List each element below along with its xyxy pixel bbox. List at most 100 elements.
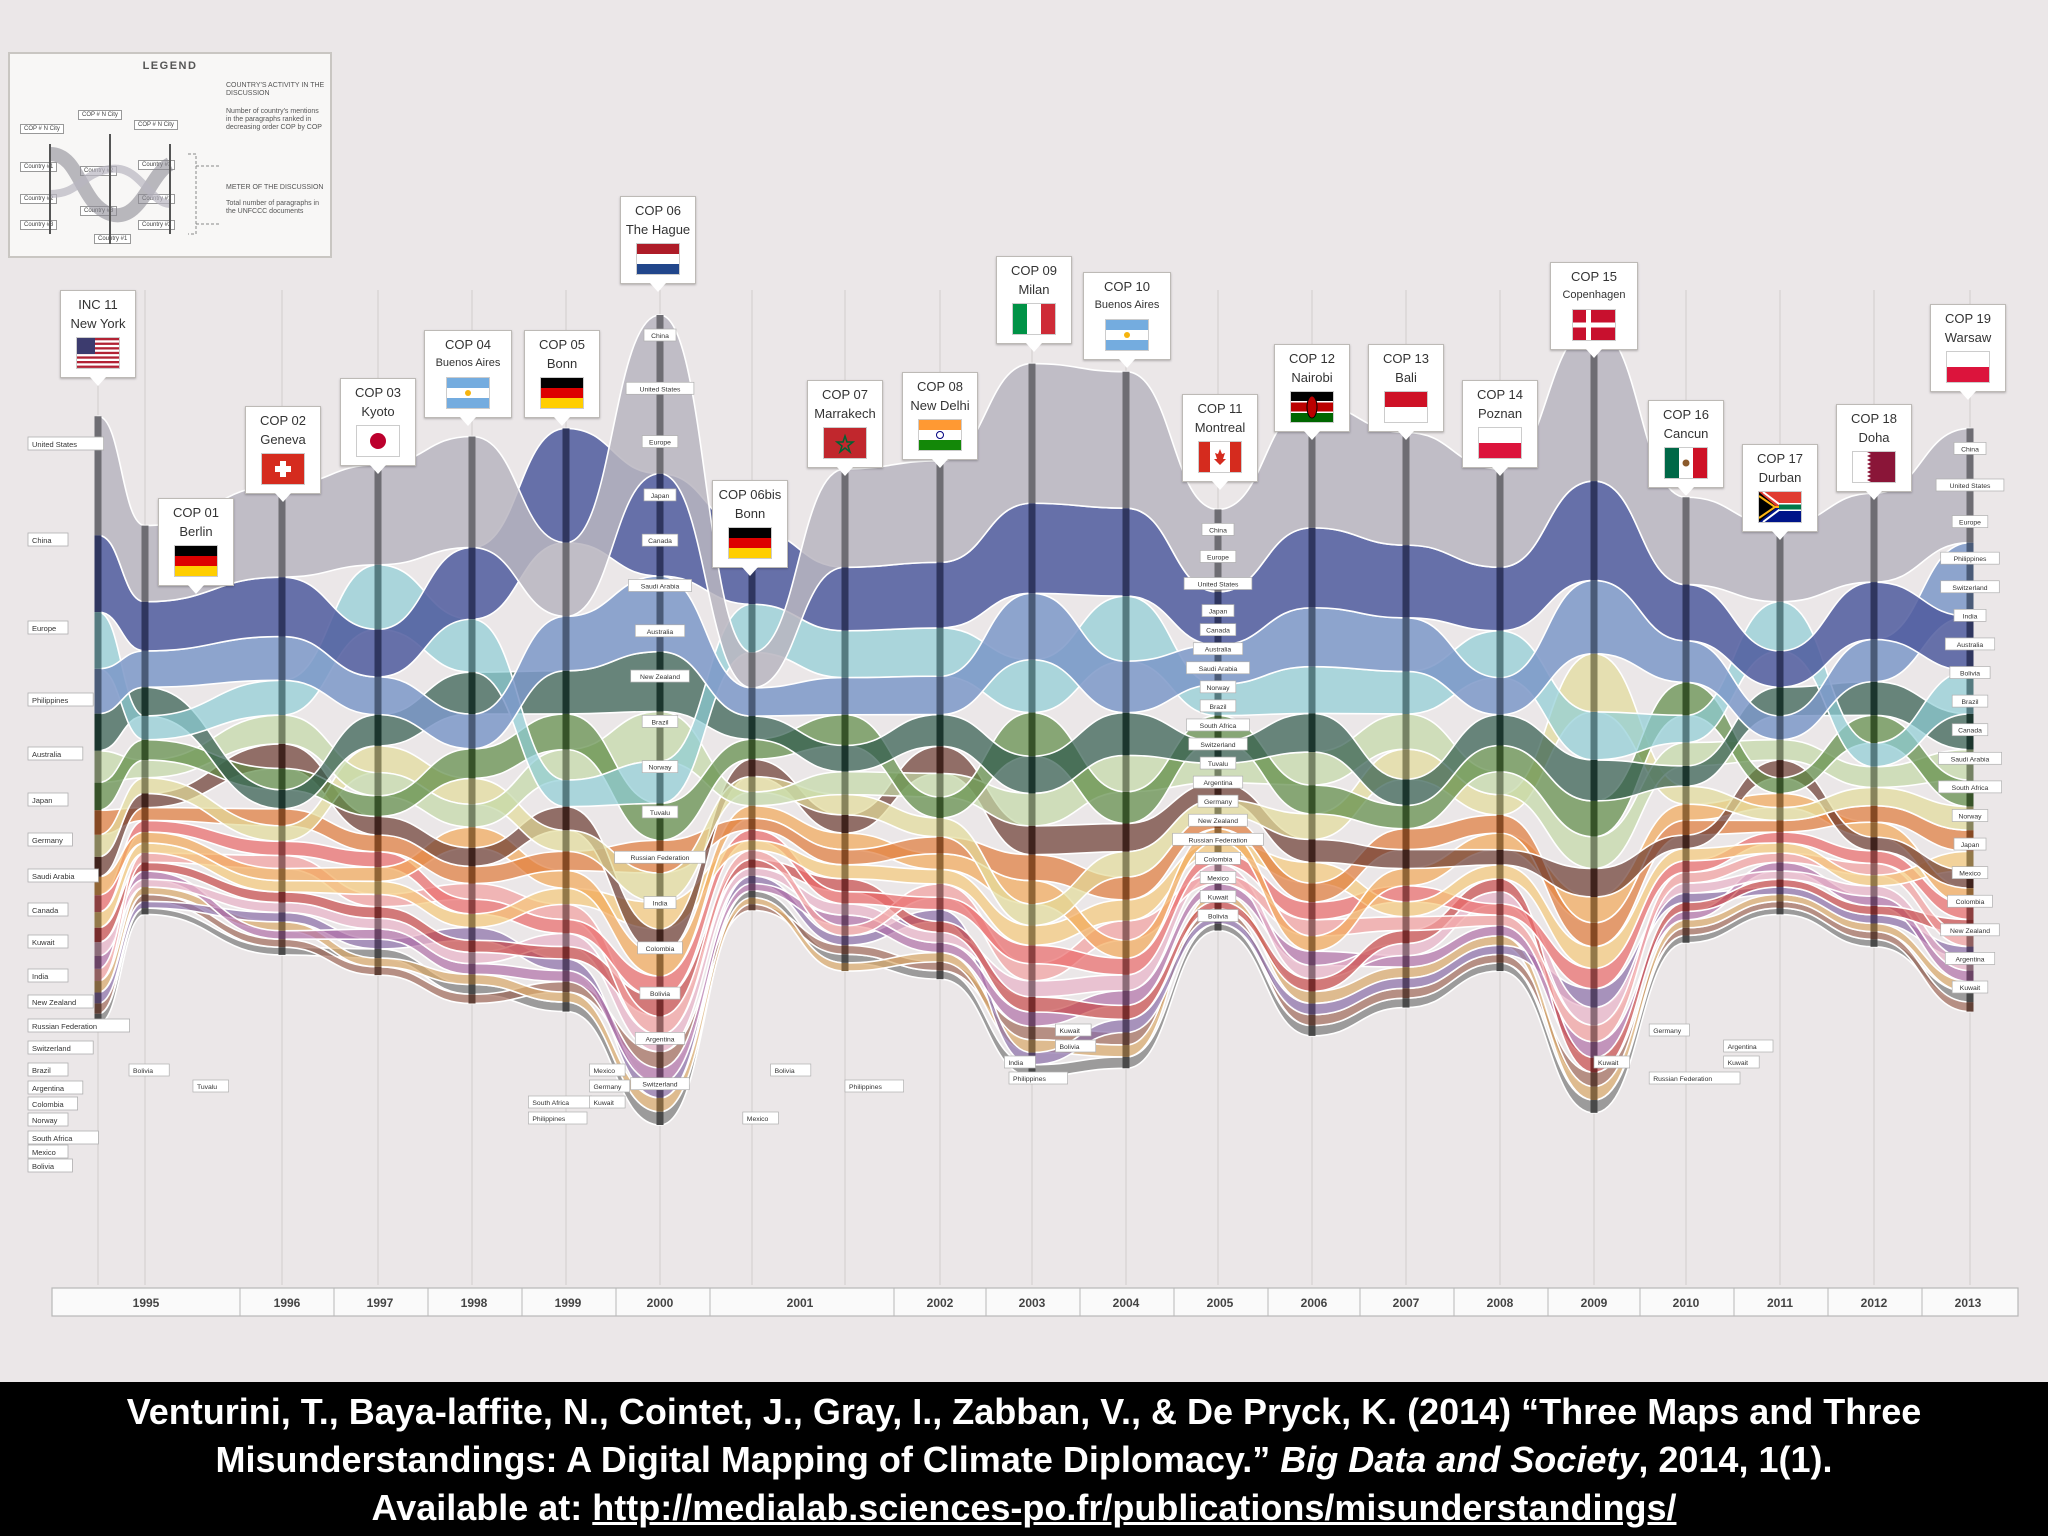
column-segment bbox=[1590, 968, 1598, 989]
column-segment bbox=[1590, 1086, 1598, 1101]
column-segment bbox=[936, 897, 944, 910]
column-segment bbox=[562, 919, 570, 934]
svg-text:Canada: Canada bbox=[1958, 728, 1982, 735]
column-segment bbox=[1966, 749, 1974, 781]
column-segment bbox=[468, 547, 476, 620]
column-segment bbox=[562, 830, 570, 852]
cop-city: Bonn bbox=[546, 356, 578, 371]
column-segment bbox=[468, 847, 476, 867]
column-segment bbox=[94, 968, 102, 982]
cop-label-cop-16: COP 16 Cancun bbox=[1648, 400, 1724, 496]
cop-code: COP 07 bbox=[821, 387, 868, 402]
climate-diplomacy-streamgraph: United States China Europe Philippines Austr… bbox=[27, 290, 2019, 1317]
column-segment bbox=[1682, 804, 1690, 821]
column-segment bbox=[1028, 825, 1036, 855]
cop-city: Bonn bbox=[734, 506, 766, 521]
column-segment bbox=[1496, 945, 1504, 955]
country-label-brazil: Brazil bbox=[27, 1062, 69, 1077]
ranking-label: United States bbox=[1935, 478, 2005, 492]
column-segment bbox=[141, 908, 149, 915]
ranking-label: Argentina bbox=[1944, 952, 1996, 965]
svg-text:Kuwait: Kuwait bbox=[1598, 1060, 1619, 1067]
column-segment bbox=[936, 460, 944, 563]
svg-text:United States: United States bbox=[32, 440, 77, 449]
ranking-label: Norway bbox=[1951, 809, 1989, 822]
column-segment bbox=[374, 918, 382, 930]
column-segment bbox=[748, 850, 756, 860]
legend-diagram bbox=[48, 134, 220, 244]
cop-label-cop-04: COP 04 Buenos Aires bbox=[424, 330, 512, 426]
column-segment bbox=[1122, 1056, 1130, 1069]
column-segment bbox=[1682, 893, 1690, 903]
column-segment bbox=[1402, 713, 1410, 750]
column-segment bbox=[278, 868, 286, 881]
citation-url-link[interactable]: http://medialab.sciences-po.fr/publicati… bbox=[592, 1487, 1677, 1528]
column-segment bbox=[468, 883, 476, 900]
cop11-ranking: China Europe United States Japan Canada Austr… bbox=[1172, 523, 1264, 922]
column-segment bbox=[468, 748, 476, 779]
column-segment bbox=[141, 793, 149, 808]
column-segment bbox=[141, 887, 149, 895]
column-segment bbox=[1682, 765, 1690, 787]
cop-code: COP 06 bbox=[634, 203, 681, 218]
column-segment bbox=[1590, 946, 1598, 969]
citation-available-label: Available at: bbox=[371, 1487, 583, 1528]
country-label-mexico: Mexico bbox=[27, 1144, 69, 1159]
column-segment bbox=[841, 745, 849, 772]
country-label-canada: Canada bbox=[27, 902, 69, 917]
column-segment bbox=[1028, 996, 1036, 1013]
column-segment bbox=[936, 853, 944, 870]
cop-label-cop-01: COP 01 Berlin bbox=[158, 498, 234, 594]
svg-text:Norway: Norway bbox=[1206, 685, 1230, 692]
first-column-labels: United States China Europe Philippines Austr… bbox=[27, 436, 130, 1173]
flag-jp-icon bbox=[356, 425, 400, 457]
country-label-switzerland: Switzerland bbox=[27, 1040, 94, 1055]
column-segment bbox=[278, 680, 286, 716]
column-segment bbox=[374, 676, 382, 715]
column-segment bbox=[841, 915, 849, 926]
column-segment bbox=[841, 849, 849, 865]
year-tick-label: 2004 bbox=[1113, 1296, 1140, 1310]
svg-text:Bolivia: Bolivia bbox=[775, 1068, 795, 1075]
column-segment bbox=[656, 976, 664, 997]
column-segment bbox=[1682, 742, 1690, 766]
cop-city: The Hague bbox=[625, 222, 691, 237]
column-segment bbox=[1402, 955, 1410, 968]
ranking-label: New Zealand bbox=[1188, 813, 1248, 827]
column-segment bbox=[141, 687, 149, 716]
column-segment bbox=[1682, 835, 1690, 849]
year-tick-label: 2002 bbox=[927, 1296, 954, 1310]
column-segment bbox=[841, 771, 849, 795]
cop-code: COP 04 bbox=[444, 337, 491, 352]
flag-in-icon bbox=[918, 419, 962, 451]
column-segment bbox=[562, 970, 570, 982]
column-segment bbox=[468, 714, 476, 749]
column-segment bbox=[748, 859, 756, 868]
year-tick-label: 2012 bbox=[1861, 1296, 1888, 1310]
column-segment bbox=[1496, 849, 1504, 865]
svg-text:Switzerland: Switzerland bbox=[642, 1082, 677, 1089]
column-segment bbox=[1496, 878, 1504, 892]
svg-text:Switzerland: Switzerland bbox=[1200, 742, 1235, 749]
column-segment bbox=[1496, 833, 1504, 850]
column-segment bbox=[748, 791, 756, 806]
column-segment bbox=[1496, 771, 1504, 795]
column-segment bbox=[1590, 868, 1598, 898]
legend-note-activity-detail: Number of country's mentions in the para… bbox=[226, 108, 322, 131]
column-segment bbox=[1870, 939, 1878, 947]
ranking-label: Germany bbox=[1197, 794, 1239, 808]
column-segment bbox=[562, 851, 570, 871]
column-segment bbox=[1402, 916, 1410, 931]
column-segment bbox=[1776, 908, 1784, 915]
column-segment bbox=[374, 894, 382, 907]
cop-city: Poznan bbox=[1477, 406, 1523, 421]
ranking-label: Tuvalu bbox=[641, 805, 679, 819]
cop-label-cop-02: COP 02 Geneva bbox=[245, 406, 321, 502]
column-segment bbox=[1122, 508, 1130, 597]
column-segment bbox=[1214, 841, 1222, 854]
column-segment bbox=[1776, 832, 1784, 843]
country-label-china: China bbox=[27, 532, 69, 547]
citation-volume: , 2014, 1(1). bbox=[1638, 1439, 1833, 1480]
column-segment bbox=[841, 962, 849, 972]
flag-id-icon bbox=[1384, 391, 1428, 423]
